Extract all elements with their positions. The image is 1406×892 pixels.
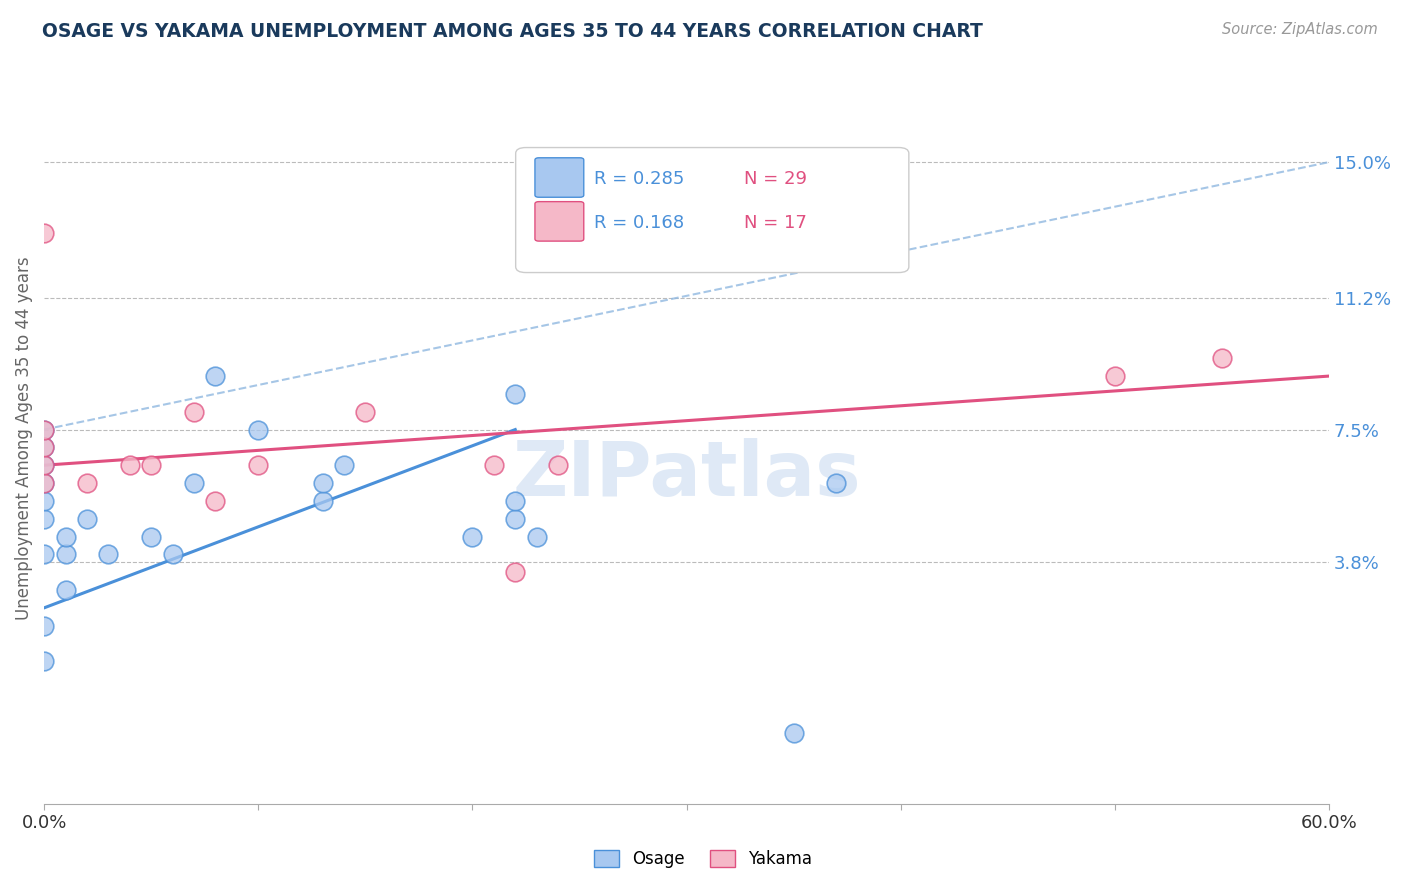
Point bbox=[32, 654, 55, 668]
Point bbox=[162, 547, 184, 561]
Point bbox=[503, 387, 526, 401]
Point bbox=[204, 369, 226, 384]
Point bbox=[55, 582, 77, 597]
Point bbox=[32, 476, 55, 491]
Point bbox=[782, 725, 804, 739]
Point bbox=[333, 458, 356, 473]
Point bbox=[1211, 351, 1233, 366]
Point bbox=[141, 530, 163, 544]
Point bbox=[32, 441, 55, 455]
Point bbox=[183, 476, 205, 491]
Text: Source: ZipAtlas.com: Source: ZipAtlas.com bbox=[1222, 22, 1378, 37]
Point bbox=[32, 441, 55, 455]
Point bbox=[32, 494, 55, 508]
Point bbox=[32, 547, 55, 561]
Text: OSAGE VS YAKAMA UNEMPLOYMENT AMONG AGES 35 TO 44 YEARS CORRELATION CHART: OSAGE VS YAKAMA UNEMPLOYMENT AMONG AGES … bbox=[42, 22, 983, 41]
Point bbox=[55, 530, 77, 544]
Point bbox=[32, 423, 55, 437]
Legend: Osage, Yakama: Osage, Yakama bbox=[588, 843, 818, 875]
Y-axis label: Unemployment Among Ages 35 to 44 years: Unemployment Among Ages 35 to 44 years bbox=[15, 257, 32, 620]
Text: R = 0.285: R = 0.285 bbox=[595, 170, 685, 188]
Point bbox=[547, 458, 569, 473]
Point bbox=[141, 458, 163, 473]
Text: ZIPatlas: ZIPatlas bbox=[512, 438, 860, 512]
FancyBboxPatch shape bbox=[516, 147, 908, 273]
FancyBboxPatch shape bbox=[534, 202, 583, 241]
Point bbox=[1104, 369, 1126, 384]
Point bbox=[76, 512, 98, 526]
Text: N = 29: N = 29 bbox=[744, 170, 807, 188]
Point bbox=[825, 476, 848, 491]
Point bbox=[461, 530, 484, 544]
Point bbox=[118, 458, 141, 473]
Point bbox=[97, 547, 120, 561]
FancyBboxPatch shape bbox=[534, 158, 583, 197]
Text: R = 0.168: R = 0.168 bbox=[595, 214, 685, 232]
Text: N = 17: N = 17 bbox=[744, 214, 807, 232]
Point bbox=[32, 476, 55, 491]
Point bbox=[311, 494, 333, 508]
Point bbox=[482, 458, 505, 473]
Point bbox=[311, 476, 333, 491]
Point bbox=[76, 476, 98, 491]
Point bbox=[526, 530, 548, 544]
Point bbox=[503, 512, 526, 526]
Point bbox=[32, 458, 55, 473]
Point bbox=[183, 405, 205, 419]
Point bbox=[32, 618, 55, 632]
Point bbox=[55, 547, 77, 561]
Point bbox=[32, 458, 55, 473]
Point bbox=[503, 565, 526, 579]
Point bbox=[204, 494, 226, 508]
Point bbox=[354, 405, 377, 419]
Point bbox=[32, 423, 55, 437]
Point bbox=[32, 227, 55, 241]
Point bbox=[503, 494, 526, 508]
Point bbox=[32, 512, 55, 526]
Point bbox=[247, 423, 270, 437]
Point bbox=[247, 458, 270, 473]
